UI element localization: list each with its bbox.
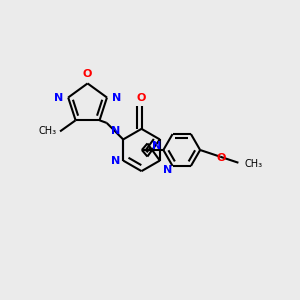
Text: N: N <box>163 165 172 175</box>
Text: N: N <box>54 92 63 103</box>
Text: N: N <box>152 141 162 151</box>
Text: O: O <box>216 153 226 163</box>
Text: N: N <box>112 92 121 103</box>
Text: O: O <box>83 69 92 79</box>
Text: CH₃: CH₃ <box>245 159 263 169</box>
Text: N: N <box>111 126 120 136</box>
Text: N: N <box>111 156 120 166</box>
Text: CH₃: CH₃ <box>38 126 57 136</box>
Text: O: O <box>137 93 146 103</box>
